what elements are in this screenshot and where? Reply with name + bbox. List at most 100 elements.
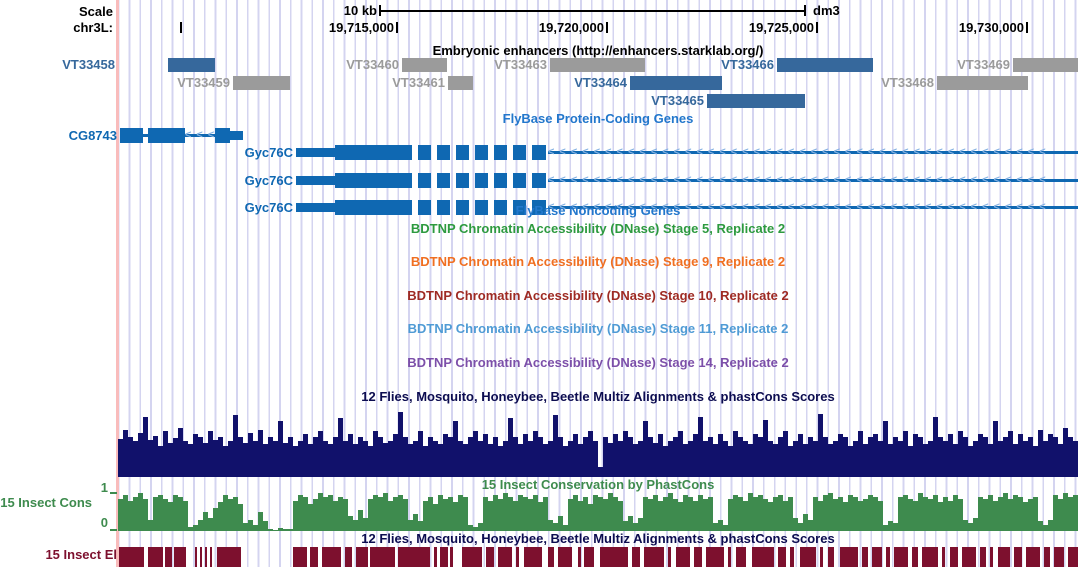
conserved-element-block[interactable] <box>886 547 890 567</box>
gene-exon[interactable] <box>335 173 412 188</box>
conserved-element-block[interactable] <box>450 547 453 567</box>
conserved-element-block[interactable] <box>1054 547 1064 567</box>
enhancer-label[interactable]: VT33468 <box>881 75 934 90</box>
gene-strand-arrows[interactable]: <<<<<<<<<<<<<<<<<<<<<<<<<<<<<<<<<<<<<<<<… <box>548 200 1078 215</box>
enhancer-box[interactable] <box>630 76 722 90</box>
gene-label[interactable]: Gyc76C <box>244 145 293 160</box>
enhancer-label[interactable]: VT33460 <box>346 57 399 72</box>
gene-strand-arrows[interactable]: <<< <box>185 128 215 143</box>
enhancer-box[interactable] <box>937 76 1028 90</box>
conserved-element-block[interactable] <box>434 547 437 567</box>
gene-utr[interactable] <box>296 148 335 157</box>
gene-label[interactable]: CG8743 <box>68 128 117 143</box>
conserved-element-block[interactable] <box>548 547 554 567</box>
conserved-element-block[interactable] <box>398 547 430 567</box>
conserved-element-block[interactable] <box>694 547 702 567</box>
conserved-element-block[interactable] <box>632 547 640 567</box>
gene-exon[interactable] <box>494 200 507 215</box>
gene-exon[interactable] <box>335 200 412 215</box>
conserved-element-block[interactable] <box>790 547 794 567</box>
gene-intron-line[interactable] <box>143 134 148 137</box>
conserved-element-block[interactable] <box>840 547 858 567</box>
gene-strand-arrows[interactable]: <<<<<<<<<<<<<<<<<<<<<<<<<<<<<<<<<<<<<<<<… <box>548 145 1078 160</box>
conserved-element-block[interactable] <box>922 547 938 567</box>
conserved-element-block[interactable] <box>1026 547 1040 567</box>
gene-exon[interactable] <box>532 145 546 160</box>
gene-exon[interactable] <box>494 145 507 160</box>
conserved-element-block[interactable] <box>293 547 307 567</box>
conserved-element-block[interactable] <box>962 547 976 567</box>
conserved-element-block[interactable] <box>950 547 958 567</box>
conserved-element-block[interactable] <box>736 547 746 567</box>
conservation-histogram[interactable] <box>118 412 1078 477</box>
enhancer-box[interactable] <box>168 58 215 72</box>
conserved-element-block[interactable] <box>676 547 690 567</box>
conserved-element-block[interactable] <box>706 547 724 567</box>
gene-exon[interactable] <box>513 200 526 215</box>
gene-exon[interactable] <box>120 128 143 143</box>
conserved-element-block[interactable] <box>828 547 834 567</box>
enhancer-box[interactable] <box>550 58 645 72</box>
conserved-element-block[interactable] <box>486 547 494 567</box>
elements-track-label[interactable]: 15 Insect El <box>45 547 117 562</box>
conserved-element-block[interactable] <box>558 547 572 567</box>
enhancer-label[interactable]: VT33465 <box>651 93 704 108</box>
conserved-element-block[interactable] <box>322 547 341 567</box>
conserved-element-block[interactable] <box>524 547 542 567</box>
conserved-element-block[interactable] <box>728 547 731 567</box>
conserved-element-block[interactable] <box>778 547 786 567</box>
conserved-element-block[interactable] <box>942 547 945 567</box>
gene-utr[interactable] <box>230 131 243 140</box>
conserved-element-block[interactable] <box>119 547 144 567</box>
gene-label[interactable]: Gyc76C <box>244 200 293 215</box>
enhancer-label[interactable]: VT33459 <box>177 75 230 90</box>
gene-label[interactable]: Gyc76C <box>244 173 293 188</box>
gene-exon[interactable] <box>456 200 469 215</box>
conserved-element-block[interactable] <box>516 547 519 567</box>
phastcons-track-label[interactable]: 15 Insect Cons <box>0 495 92 510</box>
enhancer-label[interactable]: VT33466 <box>721 57 774 72</box>
conserved-element-block[interactable] <box>752 547 774 567</box>
conserved-element-block[interactable] <box>148 547 163 567</box>
gene-exon[interactable] <box>513 173 526 188</box>
conserved-element-block[interactable] <box>1068 547 1078 567</box>
conserved-element-block[interactable] <box>174 547 186 567</box>
conserved-element-block[interactable] <box>980 547 986 567</box>
conserved-element-block[interactable] <box>498 547 512 567</box>
conserved-element-block[interactable] <box>200 547 202 567</box>
conserved-element-block[interactable] <box>195 547 197 567</box>
gene-exon[interactable] <box>456 173 469 188</box>
enhancer-box[interactable] <box>1013 58 1078 72</box>
gene-exon[interactable] <box>418 173 431 188</box>
conserved-element-block[interactable] <box>584 547 594 567</box>
conserved-element-block[interactable] <box>894 547 908 567</box>
gene-exon[interactable] <box>475 145 488 160</box>
conserved-element-block[interactable] <box>578 547 581 567</box>
gene-exon[interactable] <box>494 173 507 188</box>
gene-exon[interactable] <box>437 200 450 215</box>
enhancer-box[interactable] <box>707 94 805 108</box>
phastcons-histogram[interactable] <box>118 493 1078 531</box>
enhancer-box[interactable] <box>233 76 290 90</box>
gene-exon[interactable] <box>418 200 431 215</box>
conserved-element-block[interactable] <box>462 547 482 567</box>
conserved-element-block[interactable] <box>440 547 448 567</box>
gene-strand-arrows[interactable]: <<<<<<<<<<<<<<<<<<<<<<<<<<<<<<<<<<<<<<<<… <box>548 173 1078 188</box>
gene-exon[interactable] <box>418 145 431 160</box>
conserved-element-block[interactable] <box>310 547 318 567</box>
conserved-element-block[interactable] <box>912 547 918 567</box>
conserved-element-block[interactable] <box>217 547 241 567</box>
conserved-element-block[interactable] <box>370 547 395 567</box>
conserved-element-block[interactable] <box>345 547 352 567</box>
conserved-element-block[interactable] <box>668 547 671 567</box>
enhancer-label[interactable]: VT33469 <box>957 57 1010 72</box>
gene-exon[interactable] <box>513 145 526 160</box>
enhancer-box[interactable] <box>402 58 447 72</box>
gene-exon[interactable] <box>437 173 450 188</box>
gene-exon[interactable] <box>215 128 230 143</box>
gene-exon[interactable] <box>456 145 469 160</box>
conserved-element-block[interactable] <box>644 547 664 567</box>
conserved-element-block[interactable] <box>1014 547 1022 567</box>
conserved-element-block[interactable] <box>210 547 212 567</box>
conserved-element-block[interactable] <box>205 547 207 567</box>
